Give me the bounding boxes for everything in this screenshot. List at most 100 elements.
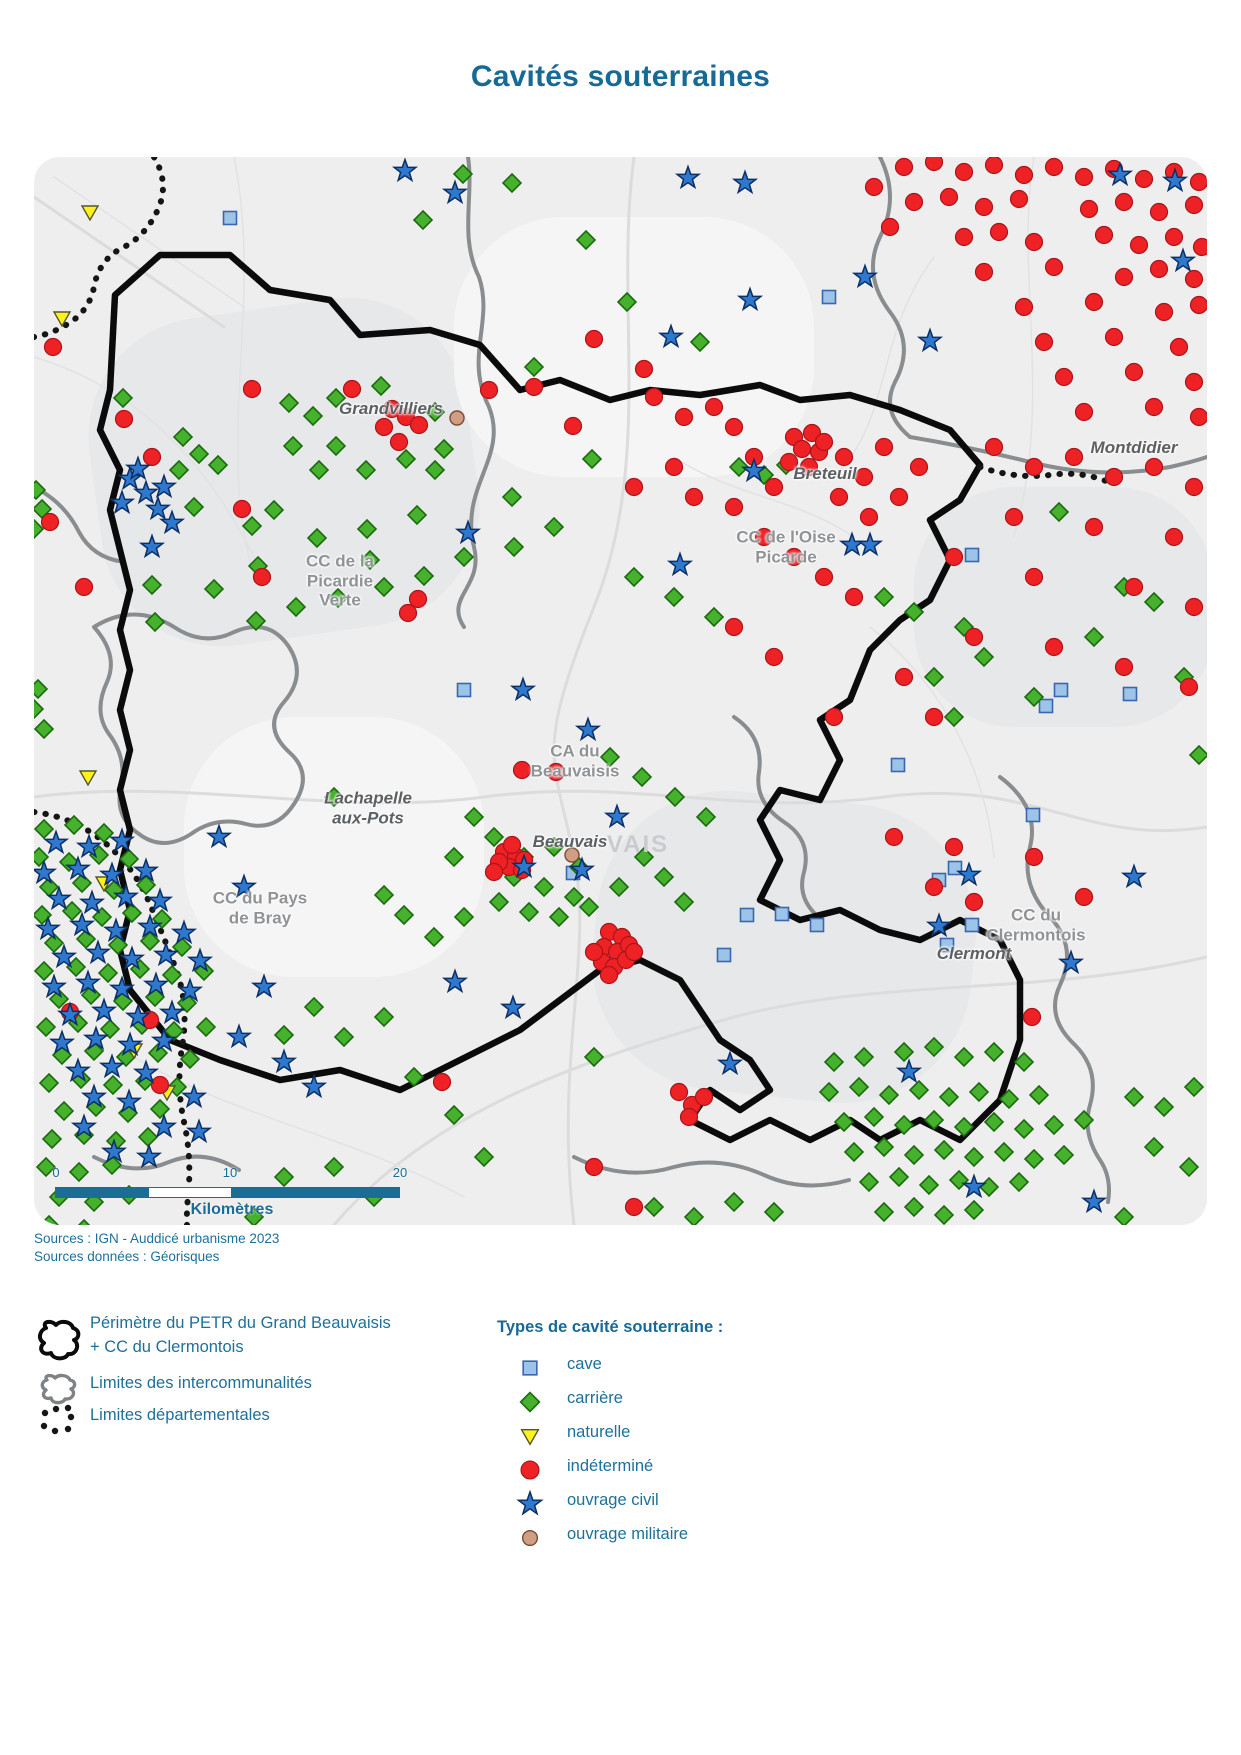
indetermine-marker xyxy=(396,407,416,427)
indetermine-marker xyxy=(884,827,904,847)
carriere-marker xyxy=(763,1201,785,1223)
indetermine-marker xyxy=(584,1157,604,1177)
cave-marker xyxy=(1122,686,1138,702)
carriere-marker xyxy=(77,1218,91,1225)
cave-marker xyxy=(821,289,837,305)
basemap-roads xyxy=(34,157,1207,1225)
indetermine-marker xyxy=(1144,457,1164,477)
interco-boundary-lines xyxy=(34,157,1207,1204)
indetermine-marker xyxy=(1149,202,1169,222)
carriere-marker xyxy=(873,1201,895,1223)
basemap-svg xyxy=(34,157,1207,1225)
cave-marker xyxy=(222,210,238,226)
cave-marker xyxy=(1038,698,1054,714)
indetermine-marker xyxy=(964,627,984,647)
indetermine-marker xyxy=(939,187,959,207)
carriere-marker xyxy=(993,1141,1015,1163)
carriere-marker xyxy=(501,172,523,194)
sources-line-2: Sources données : Géorisques xyxy=(34,1249,220,1265)
sources-block: Sources : IGN - Auddicé urbanisme 2023 S… xyxy=(34,1230,279,1266)
civil-marker xyxy=(568,856,596,882)
dept-boundary-lines xyxy=(34,157,1118,1225)
carriere-marker xyxy=(833,1111,855,1133)
civil-marker xyxy=(1169,247,1197,273)
civil-marker xyxy=(42,829,70,855)
carriere-marker xyxy=(80,984,102,1006)
indetermine-marker xyxy=(792,439,812,459)
indetermine-marker xyxy=(150,1075,170,1095)
civil-marker xyxy=(108,975,136,1001)
indetermine-marker xyxy=(1022,1007,1042,1027)
carriere-marker xyxy=(503,536,525,558)
indetermine-marker xyxy=(894,667,914,687)
legend-type-label: indéterminé xyxy=(567,1457,654,1475)
legend-type-naturelle: naturelle xyxy=(497,1420,797,1450)
carriere-marker xyxy=(599,746,621,768)
indetermine-marker xyxy=(854,467,874,487)
indetermine-marker xyxy=(684,487,704,507)
cave-marker xyxy=(890,757,906,773)
carriere-marker xyxy=(163,1020,185,1042)
carriere-marker xyxy=(172,426,194,448)
carriere-marker xyxy=(878,1084,900,1106)
indetermine-marker xyxy=(859,507,879,527)
indetermine-marker xyxy=(342,379,362,399)
carriere-marker xyxy=(356,518,378,540)
carriere-marker xyxy=(888,1166,910,1188)
civil-marker xyxy=(731,169,759,195)
carriere-marker xyxy=(823,1051,845,1073)
carriere-marker xyxy=(423,926,445,948)
carriere-marker xyxy=(453,906,475,928)
carriere-marker xyxy=(893,1041,915,1063)
carriere-marker xyxy=(728,456,750,478)
carriere-marker xyxy=(543,516,565,538)
carriere-marker xyxy=(1083,626,1105,648)
indetermine-marker xyxy=(1079,199,1099,219)
carriere-marker xyxy=(71,872,93,894)
civil-marker xyxy=(98,1053,126,1079)
carriere-marker xyxy=(97,962,119,984)
carriere-marker xyxy=(323,1156,345,1178)
naturelle-marker xyxy=(78,770,98,787)
carriere-marker xyxy=(278,392,300,414)
carriere-marker xyxy=(903,601,925,623)
civil-marker xyxy=(146,887,174,913)
carriere-marker xyxy=(303,996,325,1018)
civil-marker xyxy=(1057,949,1085,975)
indetermine-marker xyxy=(1084,517,1104,537)
legend-petr-perimeter-label: Périmètre du PETR du Grand Beauvaisis + … xyxy=(90,1314,391,1356)
indetermine-marker xyxy=(1189,407,1207,427)
carriere-marker xyxy=(848,1076,870,1098)
carriere-marker xyxy=(483,826,505,848)
indetermine-marker xyxy=(408,589,428,609)
indetermine-marker xyxy=(142,447,162,467)
carriere-marker xyxy=(93,822,115,844)
carriere-marker xyxy=(433,438,455,460)
indetermine-marker xyxy=(889,487,909,507)
indetermine-marker xyxy=(232,499,252,519)
carriere-marker xyxy=(135,874,157,896)
indetermine-marker xyxy=(704,397,724,417)
civil-marker xyxy=(510,853,538,879)
militaire-legend-icon xyxy=(521,1529,539,1547)
naturelle-legend-icon xyxy=(520,1428,540,1446)
civil-marker xyxy=(150,473,178,499)
indetermine-marker xyxy=(1184,372,1204,392)
naturelle-marker xyxy=(80,205,100,222)
indetermine-marker xyxy=(724,617,744,637)
carriere-marker xyxy=(581,448,603,470)
indetermine-marker xyxy=(974,262,994,282)
indetermine-marker xyxy=(624,477,644,497)
carriere-marker xyxy=(973,646,995,668)
carriere-marker xyxy=(923,666,945,688)
carriere-marker xyxy=(34,904,53,926)
civil-marker xyxy=(158,999,186,1025)
carriere-marker xyxy=(34,846,50,868)
civil-marker xyxy=(124,1003,152,1029)
civil-marker xyxy=(124,455,152,481)
naturelle-marker xyxy=(52,311,72,328)
civil-marker xyxy=(674,164,702,190)
indetermine-marker xyxy=(1074,887,1094,907)
carriere-marker xyxy=(34,518,45,540)
